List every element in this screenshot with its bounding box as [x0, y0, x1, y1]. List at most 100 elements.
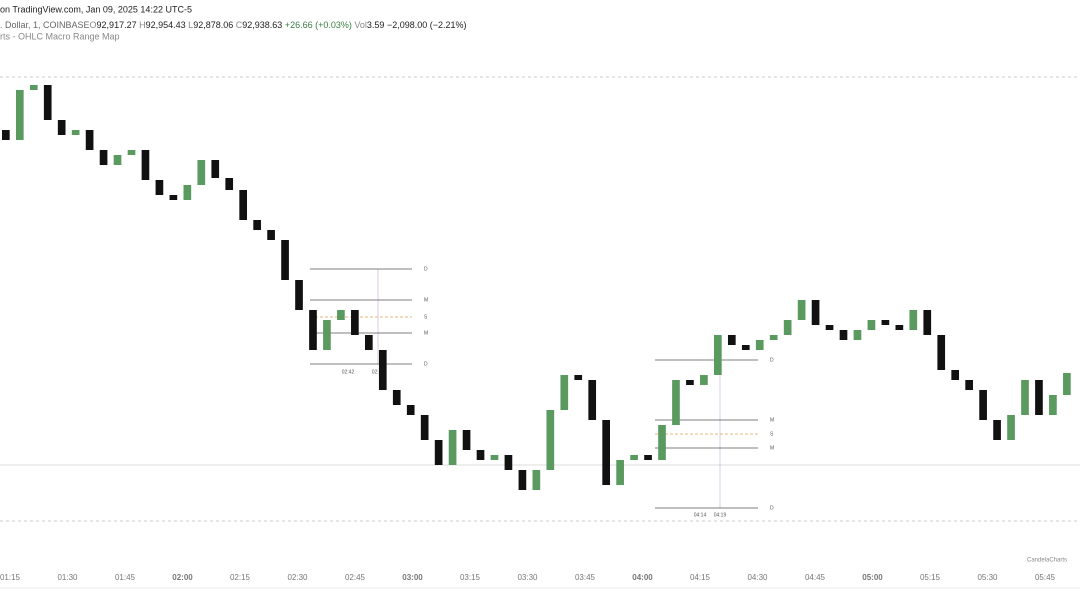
candle-body	[1007, 415, 1015, 440]
range-label: S	[770, 431, 774, 437]
candle-body	[825, 325, 834, 330]
candle-body	[504, 455, 513, 470]
range-time: 04:19	[714, 512, 727, 518]
candle-body	[797, 300, 806, 320]
candle-body	[867, 320, 876, 330]
range-label: D	[770, 505, 774, 511]
candle-body	[811, 300, 820, 325]
candle-body	[113, 155, 122, 165]
range-label: S	[424, 314, 428, 320]
candle-body	[518, 470, 527, 490]
candle-body	[127, 150, 136, 155]
candle-body	[15, 90, 24, 140]
candle-body	[602, 420, 611, 485]
range-label: D	[424, 266, 428, 272]
candle-body	[1063, 373, 1071, 395]
x-tick-label: 05:15	[920, 573, 941, 582]
watermark: CandelaCharts	[1027, 558, 1067, 564]
candle-body	[951, 370, 960, 380]
x-tick-label: 01:30	[57, 573, 78, 582]
x-tick-label: 03:00	[402, 573, 423, 582]
range-label: M	[424, 297, 428, 303]
candle-body	[85, 130, 94, 150]
range-label: D	[770, 357, 774, 363]
candle-body	[323, 320, 331, 350]
x-tick-label: 01:15	[0, 573, 21, 582]
candle-body	[560, 375, 569, 410]
candle-body	[197, 160, 206, 185]
ohlc-value: 92,878.06	[193, 20, 233, 30]
candle-body	[267, 230, 275, 240]
candle-body	[295, 280, 303, 310]
x-tick-label: 03:30	[517, 573, 538, 582]
candle-body	[476, 450, 485, 460]
symbol: . Dollar, 1, COINBASE	[0, 20, 90, 30]
candle-body	[225, 178, 234, 190]
candle-body	[853, 330, 862, 340]
candle-body	[43, 85, 52, 120]
candle-body	[755, 340, 764, 350]
x-tick-label: 03:45	[575, 573, 596, 582]
candle-body	[769, 335, 778, 340]
ohlc-label: H	[139, 20, 146, 30]
range-label: D	[424, 361, 428, 367]
candle-body	[239, 190, 248, 220]
volume-change: −2,098.00 (−2.21%)	[387, 20, 467, 30]
candles	[2, 85, 1071, 490]
range-time: 04:14	[694, 512, 707, 518]
candle-body	[29, 85, 38, 90]
volume-label: Vol	[354, 20, 367, 30]
time-axis: 01:15 01:30 01:45 02:00 02:15 02:30 02:45 03:00…	[0, 573, 1056, 582]
candle-body	[378, 350, 387, 390]
x-tick-label: 02:30	[287, 573, 308, 582]
candle-body	[211, 160, 220, 178]
candle-body	[337, 310, 345, 320]
candle-body	[714, 335, 722, 375]
range-time: 02:42	[342, 369, 355, 375]
range-time: 02:57	[372, 369, 385, 375]
candle-body	[644, 455, 652, 460]
candle-body	[281, 240, 289, 280]
candle-body	[434, 440, 443, 465]
candle-body	[155, 180, 164, 195]
candle-body	[741, 345, 750, 350]
x-tick-label: 01:45	[115, 573, 136, 582]
candle-body	[658, 425, 666, 460]
ohlc-value: 92,938.63	[242, 20, 282, 30]
candle-body	[881, 320, 890, 325]
candle-body	[686, 380, 694, 385]
candle-body	[672, 380, 680, 425]
candle-body	[727, 335, 736, 345]
ohlc-value: 92,917.27	[97, 20, 137, 30]
candle-body	[183, 185, 192, 200]
candle-body	[616, 460, 624, 485]
ohlc-label: L	[188, 20, 193, 30]
x-tick-label: 02:45	[345, 573, 366, 582]
candle-body	[364, 335, 373, 350]
candle-body	[99, 150, 108, 165]
candle-body	[351, 310, 359, 335]
x-tick-label: 02:15	[230, 573, 251, 582]
candle-body	[71, 130, 80, 135]
range-label: M	[770, 445, 774, 451]
x-tick-label: 05:30	[977, 573, 998, 582]
candle-body	[490, 455, 499, 460]
candle-body	[57, 120, 66, 135]
candle-body	[253, 220, 261, 230]
candle-body	[448, 430, 457, 465]
candle-body	[546, 410, 555, 470]
candle-body	[965, 380, 973, 390]
candle-body	[420, 415, 429, 440]
change: +26.66 (+0.03%)	[285, 20, 352, 30]
candle-body	[532, 470, 541, 490]
x-tick-label: 04:30	[747, 573, 768, 582]
x-tick-label: 04:00	[632, 573, 653, 582]
ohlc-label: O	[90, 20, 97, 30]
range-label: M	[424, 330, 428, 336]
candle-body	[895, 325, 904, 330]
x-tick-label: 03:15	[460, 573, 481, 582]
candle-body	[993, 420, 1001, 440]
candle-body	[1021, 380, 1029, 415]
candle-body	[1049, 395, 1057, 415]
